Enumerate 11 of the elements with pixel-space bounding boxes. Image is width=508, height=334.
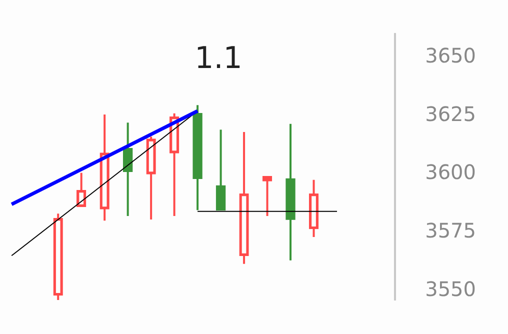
y-tick-label: 3650 <box>425 44 476 68</box>
candlestick <box>262 176 272 217</box>
y-tick-label: 3600 <box>425 160 476 184</box>
y-tick-label: 3625 <box>425 102 476 126</box>
candlestick <box>216 128 226 210</box>
candlestick <box>122 122 133 217</box>
y-tick-label: 3575 <box>425 218 476 243</box>
annotation: 1.1 <box>194 40 242 76</box>
candlestick <box>192 104 202 212</box>
y-tick-label: 3550 <box>425 276 476 301</box>
candlestick <box>286 122 296 262</box>
